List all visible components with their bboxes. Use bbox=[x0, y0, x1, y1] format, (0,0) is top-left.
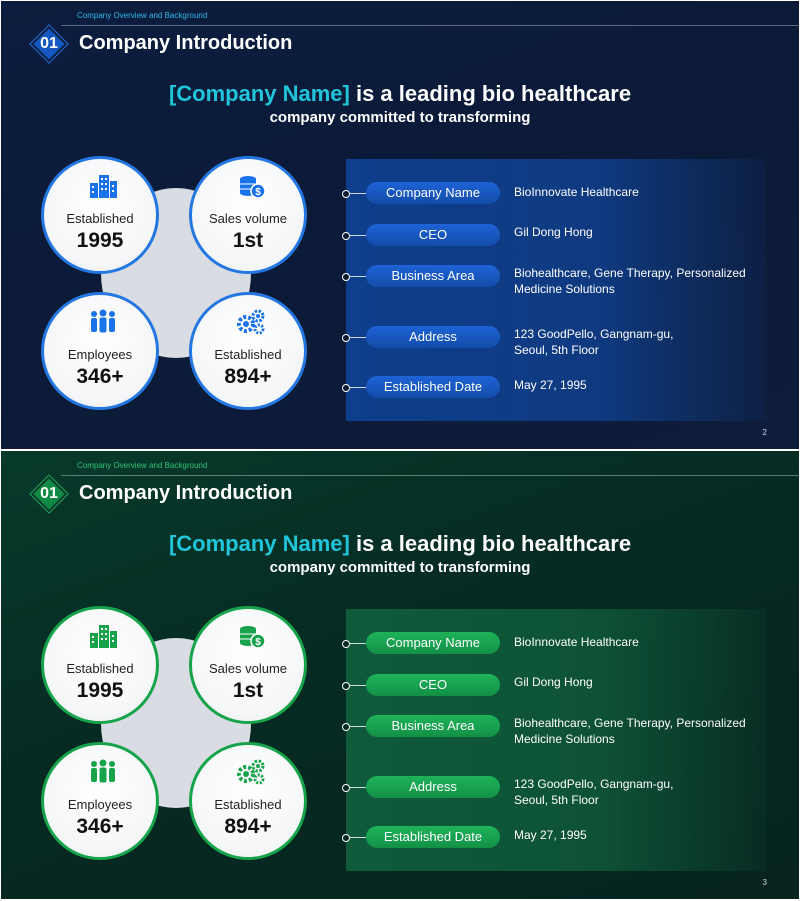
info-label-pill: Business Area bbox=[366, 265, 500, 287]
info-label-pill: Company Name bbox=[366, 182, 500, 204]
connector-line bbox=[350, 685, 370, 686]
slide-green: Company Overview and Background 01 Compa… bbox=[1, 451, 799, 899]
people-icon bbox=[91, 759, 115, 783]
building-icon bbox=[90, 175, 117, 198]
stat-label: Employees bbox=[67, 347, 133, 362]
breadcrumb: Company Overview and Background bbox=[77, 461, 208, 470]
stat-label: Sales volume bbox=[208, 661, 288, 676]
info-value: May 27, 1995 bbox=[514, 378, 587, 392]
connector-line bbox=[350, 726, 370, 727]
header-divider bbox=[61, 25, 799, 26]
section-number-badge: 01 bbox=[33, 478, 65, 510]
stat-value: 346+ bbox=[76, 815, 124, 838]
gears-icon bbox=[237, 759, 265, 785]
connector-line bbox=[350, 337, 370, 338]
stat-label: Established bbox=[66, 211, 134, 226]
stat-label: Established bbox=[214, 797, 282, 812]
svg-text:$: $ bbox=[255, 637, 261, 648]
stat-label: Established bbox=[66, 661, 134, 676]
info-label-pill: CEO bbox=[366, 674, 500, 696]
gears-icon bbox=[237, 309, 265, 335]
stat-circle-projects: Established 894+ bbox=[189, 292, 307, 410]
info-value: BioInnovate Healthcare bbox=[514, 635, 639, 649]
info-label-pill: Established Date bbox=[366, 376, 500, 398]
people-icon bbox=[91, 309, 115, 333]
bullet-dot bbox=[342, 190, 350, 198]
slide-blue: Company Overview and Background 01 Compa… bbox=[1, 1, 799, 449]
svg-text:$: $ bbox=[255, 187, 261, 198]
section-number: 01 bbox=[40, 485, 58, 502]
breadcrumb: Company Overview and Background bbox=[77, 11, 208, 20]
stat-label: Sales volume bbox=[208, 211, 288, 226]
stat-circle-sales: $ Sales volume 1st bbox=[189, 606, 307, 724]
info-value: BioInnovate Healthcare bbox=[514, 185, 639, 199]
header-divider bbox=[61, 475, 799, 476]
connector-line bbox=[350, 643, 370, 644]
headline-line2: company committed to transforming bbox=[269, 559, 531, 576]
stat-value: 894+ bbox=[224, 815, 272, 838]
stat-circle-projects: Established 894+ bbox=[189, 742, 307, 860]
building-icon bbox=[90, 625, 117, 648]
stat-value: 346+ bbox=[76, 365, 124, 388]
stat-circle-employees: Employees 346+ bbox=[41, 742, 159, 860]
connector-line bbox=[350, 787, 370, 788]
info-label-pill: Address bbox=[366, 776, 500, 798]
stat-value: 1st bbox=[232, 679, 264, 702]
coins-icon: $ bbox=[240, 626, 266, 649]
info-value: 123 GoodPello, Gangnam-gu, Seoul, 5th Fl… bbox=[514, 777, 674, 807]
page-number: 3 bbox=[762, 878, 767, 887]
info-value: 123 GoodPello, Gangnam-gu, Seoul, 5th Fl… bbox=[514, 327, 674, 357]
bullet-dot bbox=[342, 834, 350, 842]
connector-line bbox=[350, 276, 370, 277]
info-label-pill: CEO bbox=[366, 224, 500, 246]
bullet-dot bbox=[342, 682, 350, 690]
company-info-panel: Company Name BioInnovate Healthcare CEO … bbox=[342, 609, 766, 871]
stat-circle-established: Established 1995 bbox=[41, 606, 159, 724]
info-label-pill: Business Area bbox=[366, 715, 500, 737]
coins-icon: $ bbox=[240, 176, 266, 199]
headline-company-name: [Company Name] bbox=[168, 531, 350, 556]
stat-label: Employees bbox=[67, 797, 133, 812]
stat-value: 894+ bbox=[224, 365, 272, 388]
info-value: Biohealthcare, Gene Therapy, Personalize… bbox=[514, 716, 746, 746]
info-value: Biohealthcare, Gene Therapy, Personalize… bbox=[514, 266, 746, 296]
connector-line bbox=[350, 235, 370, 236]
headline-line2: company committed to transforming bbox=[269, 109, 531, 126]
bullet-dot bbox=[342, 384, 350, 392]
page-title: Company Introduction bbox=[79, 32, 293, 54]
bullet-dot bbox=[342, 334, 350, 342]
page-number: 2 bbox=[762, 428, 767, 437]
headline-line1: [Company Name] is a leading bio healthca… bbox=[1, 531, 799, 557]
stat-circle-employees: Employees 346+ bbox=[41, 292, 159, 410]
company-info-panel: Company Name BioInnovate Healthcare CEO … bbox=[342, 159, 766, 421]
info-label-pill: Address bbox=[366, 326, 500, 348]
info-value: May 27, 1995 bbox=[514, 828, 587, 842]
info-label-pill: Company Name bbox=[366, 632, 500, 654]
info-value: Gil Dong Hong bbox=[514, 225, 593, 239]
bullet-dot bbox=[342, 232, 350, 240]
stat-value: 1995 bbox=[76, 229, 124, 252]
section-number: 01 bbox=[40, 35, 58, 52]
stat-circle-established: Established 1995 bbox=[41, 156, 159, 274]
bullet-dot bbox=[342, 273, 350, 281]
bullet-dot bbox=[342, 723, 350, 731]
page-title: Company Introduction bbox=[79, 482, 293, 504]
headline-line1-text: is a leading bio healthcare bbox=[349, 531, 632, 556]
bullet-dot bbox=[342, 640, 350, 648]
stat-label: Established bbox=[214, 347, 282, 362]
connector-line bbox=[350, 387, 370, 388]
stat-value: 1st bbox=[232, 229, 264, 252]
info-value: Gil Dong Hong bbox=[514, 675, 593, 689]
stat-circle-sales: $ Sales volume 1st bbox=[189, 156, 307, 274]
headline-company-name: [Company Name] bbox=[168, 81, 350, 106]
headline-line1-text: is a leading bio healthcare bbox=[349, 81, 632, 106]
bullet-dot bbox=[342, 784, 350, 792]
headline-line1: [Company Name] is a leading bio healthca… bbox=[1, 81, 799, 107]
connector-line bbox=[350, 193, 370, 194]
connector-line bbox=[350, 837, 370, 838]
info-label-pill: Established Date bbox=[366, 826, 500, 848]
section-number-badge: 01 bbox=[33, 28, 65, 60]
stat-value: 1995 bbox=[76, 679, 124, 702]
